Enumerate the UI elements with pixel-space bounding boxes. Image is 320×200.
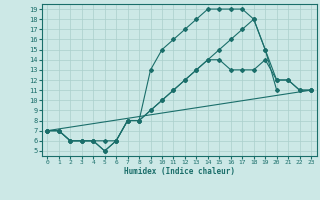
X-axis label: Humidex (Indice chaleur): Humidex (Indice chaleur)	[124, 167, 235, 176]
